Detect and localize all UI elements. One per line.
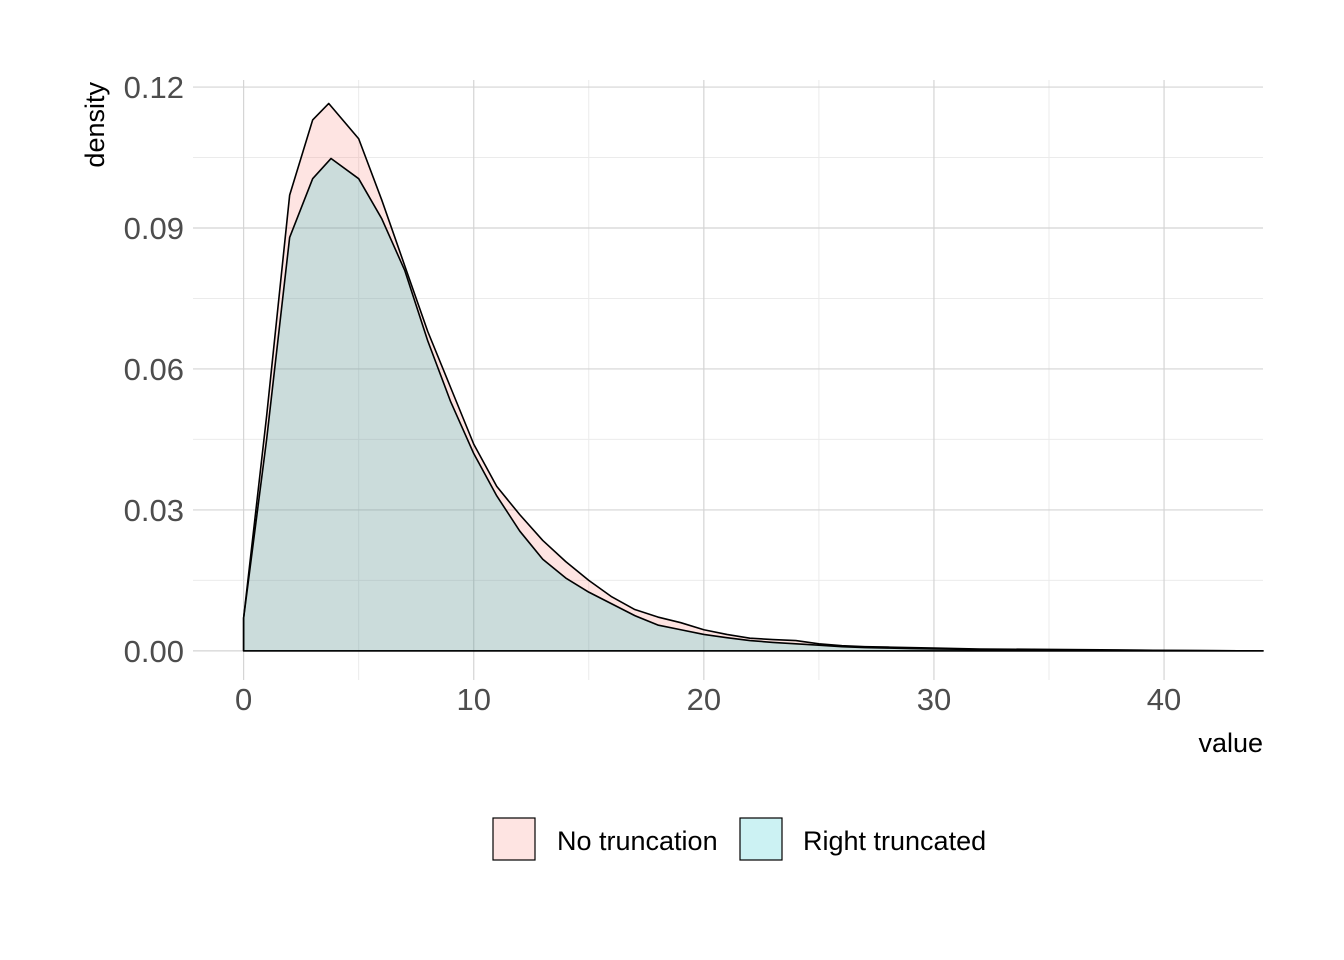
legend: No truncation Right truncated — [492, 817, 986, 861]
density-area-right-truncated — [242, 157, 1264, 652]
y-axis-title: density — [80, 82, 110, 168]
x-tick-label: 0 — [235, 682, 252, 717]
density-area-no-truncation — [242, 102, 1264, 652]
x-tick-label: 40 — [1147, 682, 1181, 717]
y-tick-label: 0.12 — [124, 70, 184, 105]
x-tick-label: 30 — [917, 682, 951, 717]
x-tick-label: 10 — [456, 682, 490, 717]
series-layer — [242, 102, 1264, 652]
x-axis-title: value — [1198, 728, 1263, 758]
y-tick-label: 0.06 — [124, 352, 184, 387]
y-tick-label: 0.00 — [124, 634, 184, 669]
legend-label-right-truncated: Right truncated — [803, 826, 986, 856]
y-tick-label: 0.03 — [124, 493, 184, 528]
legend-key-no-truncation — [492, 817, 536, 861]
tick-labels: 0 10 20 30 40 0.00 0.03 0.06 0.09 0.12 — [124, 70, 1182, 717]
x-tick-label: 20 — [687, 682, 721, 717]
y-tick-label: 0.09 — [124, 211, 184, 246]
legend-label-no-truncation: No truncation — [557, 826, 718, 856]
legend-key-right-truncated — [739, 817, 783, 861]
